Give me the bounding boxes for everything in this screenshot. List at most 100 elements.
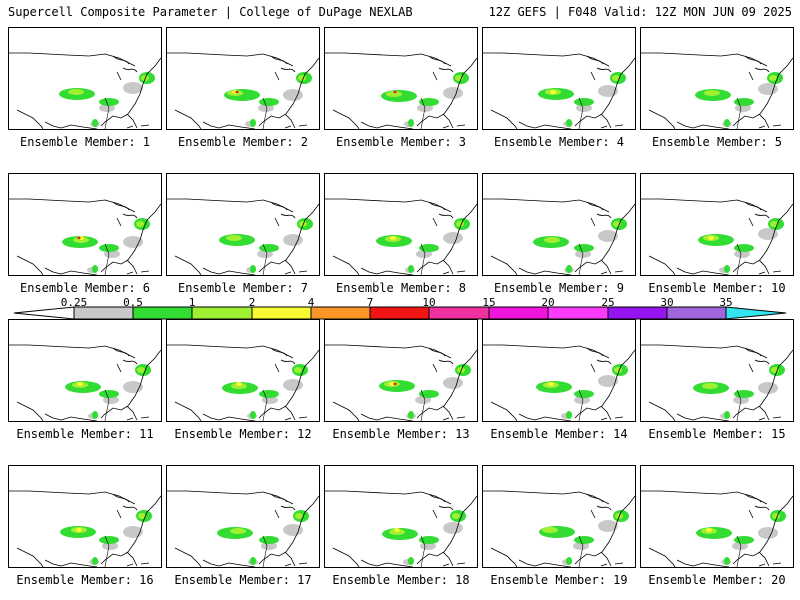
ensemble-map-panel: [8, 465, 162, 568]
us-map: [167, 490, 319, 567]
colorbar-segment: [369, 306, 430, 320]
header-title: Supercell Composite Parameter | College …: [8, 5, 413, 19]
us-map: [483, 344, 635, 421]
map-outlines: [9, 198, 161, 275]
ensemble-map-panel: [324, 27, 478, 130]
us-map: [167, 52, 319, 129]
map-outlines: [325, 490, 477, 567]
map-outlines: [483, 490, 635, 567]
us-map: [641, 52, 793, 129]
colorbar-tick-label: 2: [248, 296, 256, 309]
us-map: [483, 490, 635, 567]
colorbar-tick-label: 0.25: [60, 296, 88, 309]
ensemble-map-panel: [8, 27, 162, 130]
ensemble-member-label: Ensemble Member: 6: [19, 281, 151, 295]
us-map: [9, 52, 161, 129]
us-map: [325, 52, 477, 129]
us-map: [9, 198, 161, 275]
map-outlines: [641, 344, 793, 421]
colorbar-tick-label: 30: [660, 296, 674, 309]
scp-contours: [65, 364, 151, 419]
scp-contours: [539, 510, 629, 565]
ensemble-member-label: Ensemble Member: 15: [648, 427, 786, 441]
scp-contours: [62, 218, 150, 273]
ensemble-map-panel: [324, 173, 478, 276]
ensemble-map-panel: [482, 319, 636, 422]
colorbar-tick-label: 7: [366, 296, 374, 309]
ensemble-map-panel: [8, 319, 162, 422]
scp-contours: [533, 218, 627, 273]
scp-contours: [381, 72, 469, 127]
map-outlines: [641, 490, 793, 567]
colorbar-segment: [73, 306, 134, 320]
scp-contours: [219, 218, 313, 273]
ensemble-member-label: Ensemble Member: 11: [16, 427, 154, 441]
ensemble-map-panel: [166, 319, 320, 422]
map-outlines: [9, 52, 161, 129]
colorbar-segment: [310, 306, 371, 320]
ensemble-member-label: Ensemble Member: 7: [177, 281, 309, 295]
ensemble-member-label: Ensemble Member: 8: [335, 281, 467, 295]
us-map: [641, 344, 793, 421]
ensemble-member-label: Ensemble Member: 17: [174, 573, 312, 587]
scp-contours: [224, 72, 312, 127]
colorbar-segment: [251, 306, 312, 320]
colorbar-segment: [132, 306, 193, 320]
ensemble-member-label: Ensemble Member: 4: [493, 135, 625, 149]
colorbar-segment: [488, 306, 549, 320]
scp-contours: [538, 72, 626, 127]
ensemble-member-label: Ensemble Member: 5: [651, 135, 783, 149]
ensemble-map-panel: [482, 173, 636, 276]
ensemble-member-label: Ensemble Member: 18: [332, 573, 470, 587]
us-map: [9, 490, 161, 567]
map-outlines: [641, 198, 793, 275]
map-outlines: [641, 52, 793, 129]
map-outlines: [9, 490, 161, 567]
colorbar-segment: [428, 306, 490, 320]
map-outlines: [325, 344, 477, 421]
us-map: [483, 52, 635, 129]
us-map: [325, 198, 477, 275]
us-map: [325, 344, 477, 421]
map-outlines: [167, 490, 319, 567]
colorbar-tick-label: 1: [188, 296, 196, 309]
ensemble-map-panel: [324, 319, 478, 422]
scp-contours: [59, 72, 155, 127]
us-map: [325, 490, 477, 567]
ensemble-map-panel: [482, 465, 636, 568]
map-outlines: [167, 52, 319, 129]
ensemble-member-label: Ensemble Member: 9: [493, 281, 625, 295]
ensemble-map-panel: [166, 465, 320, 568]
ensemble-map-panel: [8, 173, 162, 276]
ensemble-member-label: Ensemble Member: 10: [648, 281, 786, 295]
ensemble-map-panel: [640, 465, 794, 568]
colorbar-segment: [547, 306, 609, 320]
scp-contours: [60, 510, 152, 565]
ensemble-member-label: Ensemble Member: 3: [335, 135, 467, 149]
us-map: [641, 198, 793, 275]
colorbar-segment: [191, 306, 253, 320]
map-outlines: [483, 344, 635, 421]
colorbar-tick-label: 10: [422, 296, 436, 309]
colorbar-high-arrow: [725, 306, 787, 320]
header-valid-time: 12Z GEFS | F048 Valid: 12Z MON JUN 09 20…: [488, 5, 792, 19]
ensemble-member-label: Ensemble Member: 2: [177, 135, 309, 149]
ensemble-member-label: Ensemble Member: 19: [490, 573, 628, 587]
map-outlines: [325, 198, 477, 275]
us-map: [167, 198, 319, 275]
scp-contours: [379, 364, 471, 419]
ensemble-map-panel: [640, 173, 794, 276]
colorbar-tick-label: 25: [601, 296, 615, 309]
ensemble-member-label: Ensemble Member: 12: [174, 427, 312, 441]
colorbar-tick-label: 0.5: [123, 296, 143, 309]
ensemble-map-panel: [640, 27, 794, 130]
map-outlines: [9, 344, 161, 421]
scp-contours: [376, 218, 470, 273]
colorbar-tick-label: 15: [482, 296, 496, 309]
us-map: [167, 344, 319, 421]
us-map: [483, 198, 635, 275]
scp-contours: [536, 364, 628, 419]
colorbar-tick-label: 20: [541, 296, 555, 309]
ensemble-map-panel: [640, 319, 794, 422]
ensemble-map-panel: [482, 27, 636, 130]
